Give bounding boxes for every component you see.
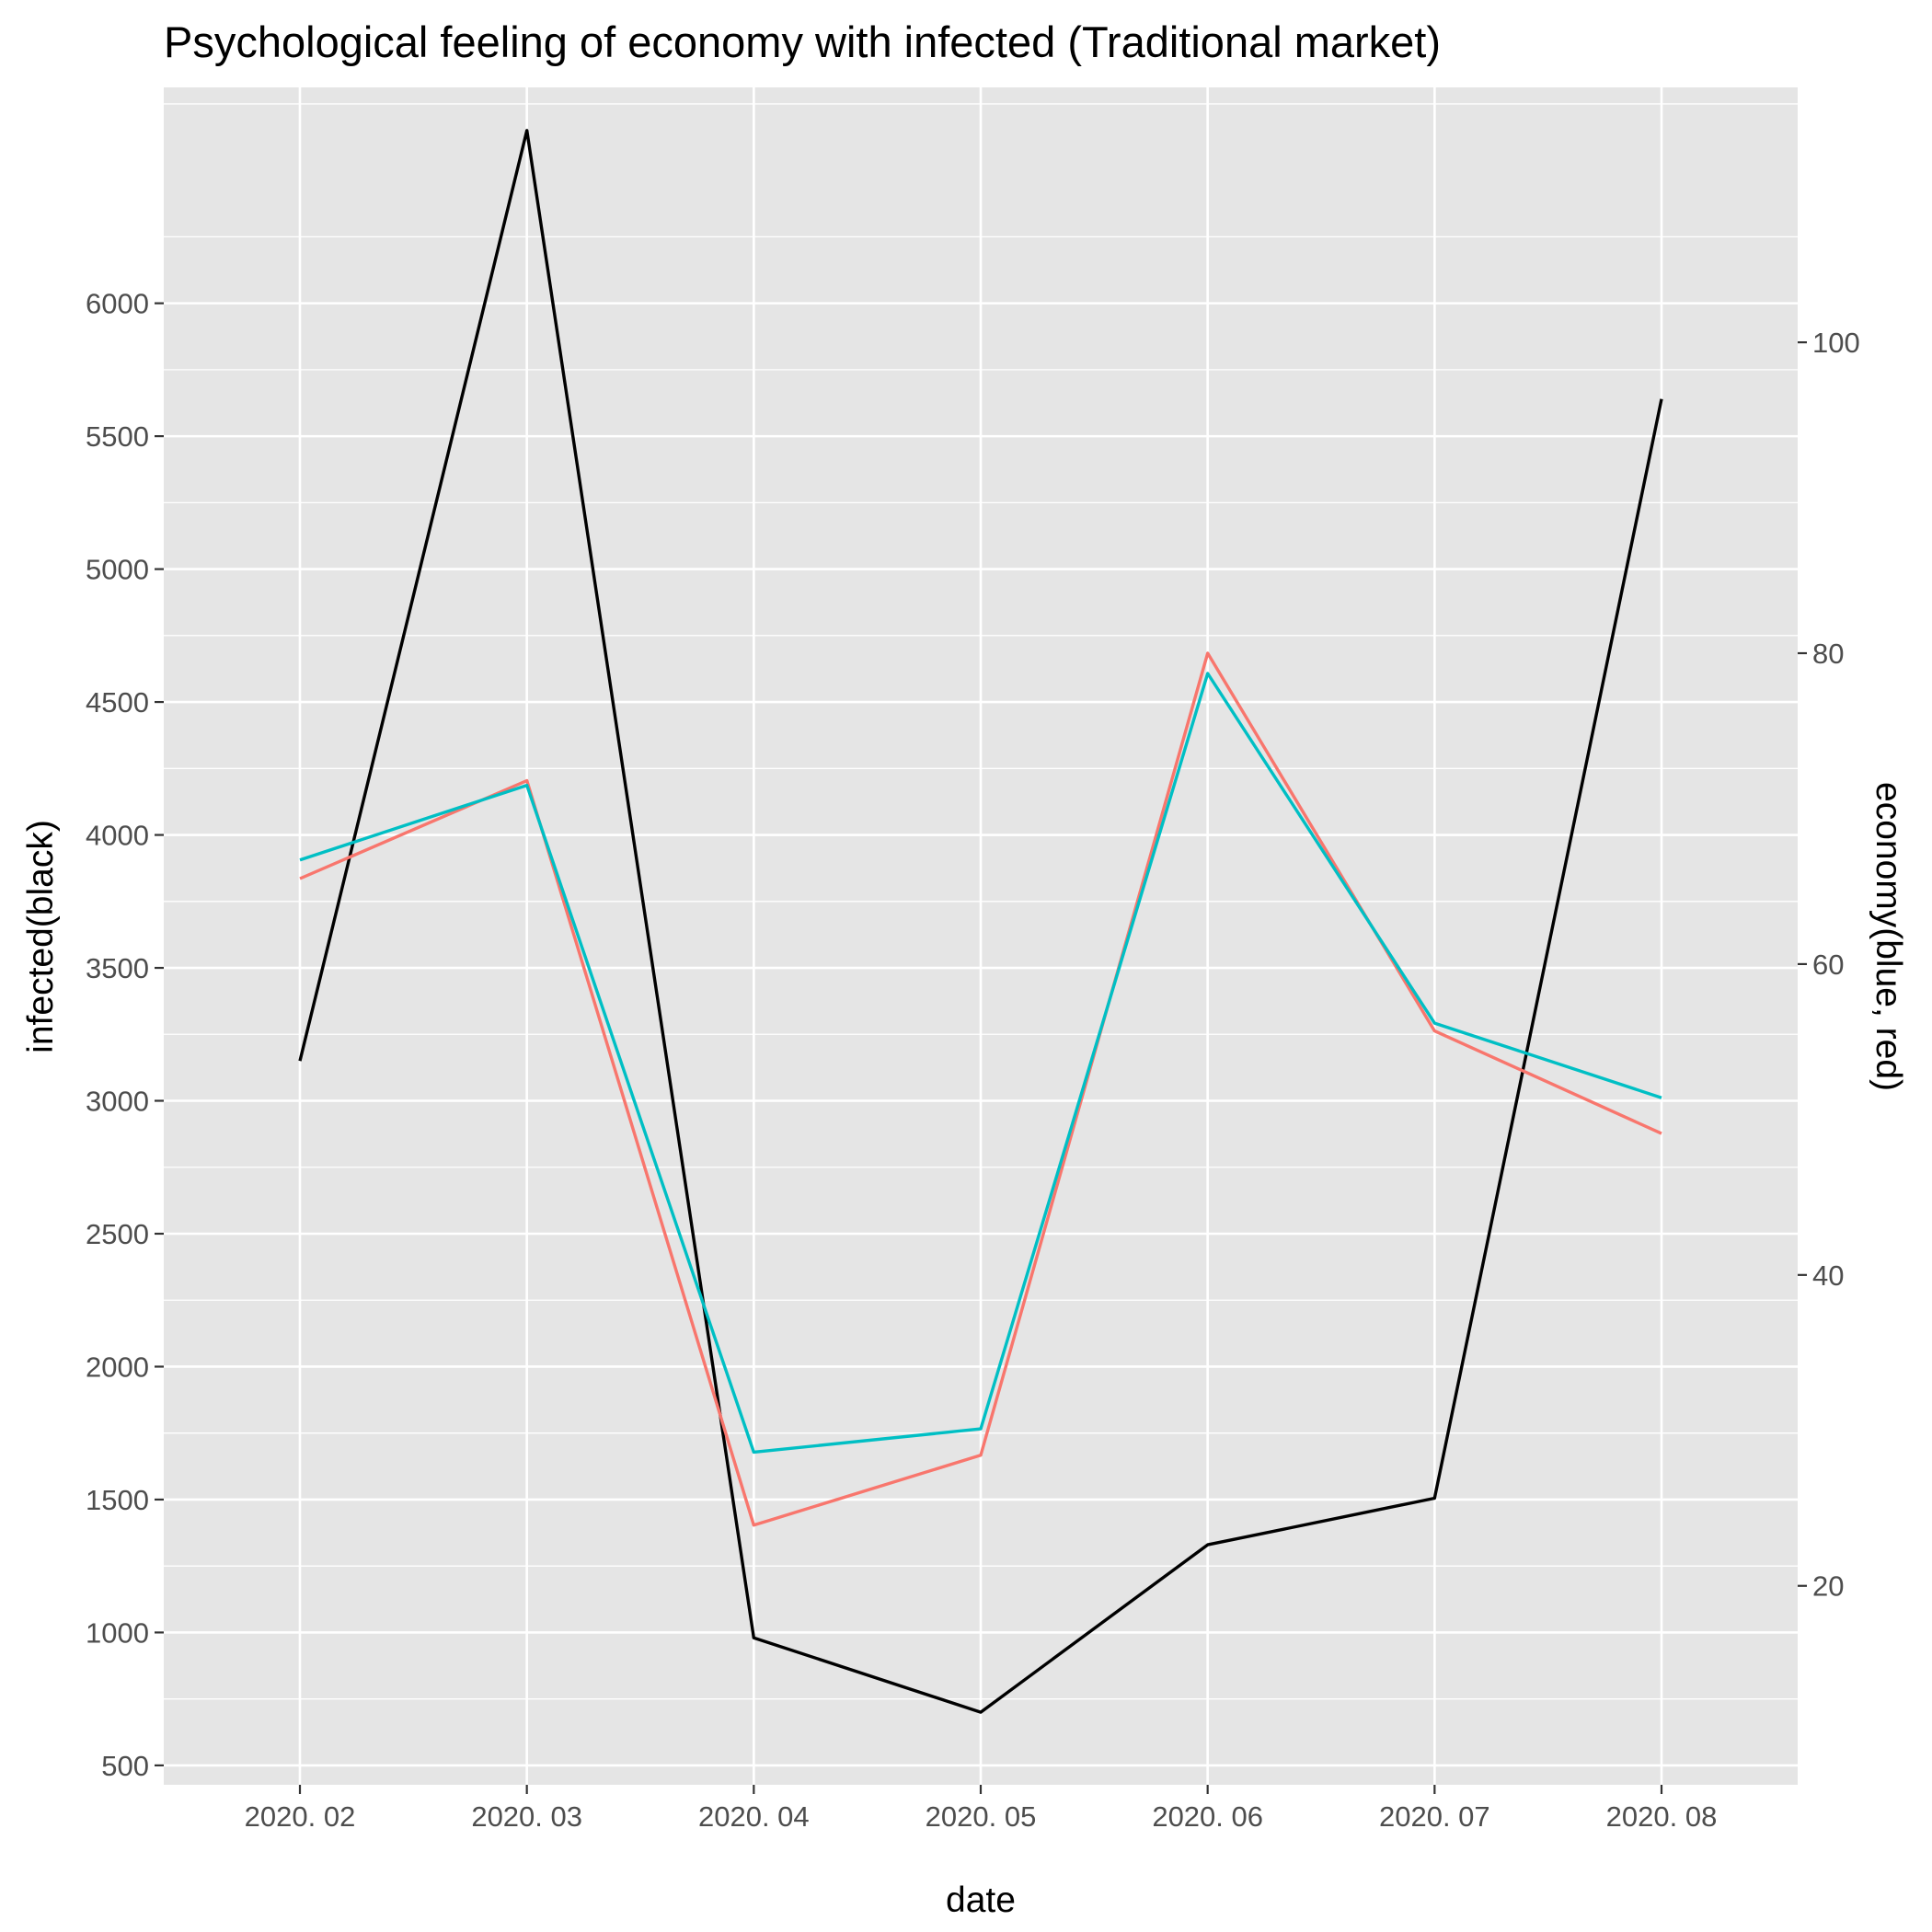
y-tick-label: 4500 (86, 686, 149, 719)
y-axis-left: 500 1000 1500 2000 2500 3000 3500 4000 4500 5000 5… (86, 288, 164, 1782)
y-axis-title-right: economy(blue, red) (1869, 782, 1908, 1091)
major-gridlines (164, 87, 1798, 1785)
series-layer (298, 129, 1663, 1714)
y-tick-label: 1000 (86, 1616, 149, 1649)
x-tick-label: 2020. 05 (926, 1800, 1037, 1833)
x-tick-label: 2020. 07 (1379, 1800, 1490, 1833)
y-tick-label: 3500 (86, 952, 149, 984)
y-tick-label: 2000 (86, 1351, 149, 1383)
chart-title: Psychological feeling of economy with in… (164, 17, 1441, 66)
y-tick-label: 4000 (86, 820, 149, 852)
x-tick-label: 2020. 02 (245, 1800, 356, 1833)
y-axis-title-left: infected(black) (21, 820, 61, 1053)
x-axis: 2020. 02 2020. 03 2020. 04 2020. 05 2020. 06… (245, 1785, 1718, 1833)
y2-tick-label: 80 (1812, 638, 1844, 670)
y-tick-label: 2500 (86, 1218, 149, 1250)
y2-tick-label: 60 (1812, 949, 1844, 981)
y2-tick-label: 100 (1812, 327, 1860, 359)
y2-tick-label: 20 (1812, 1570, 1844, 1603)
y-tick-label: 6000 (86, 288, 149, 320)
series-line-2 (299, 651, 1662, 1527)
y-tick-label: 5000 (86, 554, 149, 586)
y-tick-label: 5500 (86, 420, 149, 453)
x-tick-label: 2020. 06 (1152, 1800, 1263, 1833)
y-tick-label: 500 (101, 1750, 149, 1782)
y2-tick-label: 40 (1812, 1259, 1844, 1292)
series-line-1 (298, 129, 1663, 1714)
x-tick-label: 2020. 08 (1606, 1800, 1718, 1833)
y-tick-label: 3000 (86, 1086, 149, 1118)
x-axis-title: date (946, 1880, 1016, 1920)
y-tick-label: 1500 (86, 1484, 149, 1516)
x-tick-label: 2020. 04 (698, 1800, 810, 1833)
y-axis-right: 20 40 60 80 100 (1798, 327, 1860, 1603)
x-tick-label: 2020. 03 (471, 1800, 582, 1833)
